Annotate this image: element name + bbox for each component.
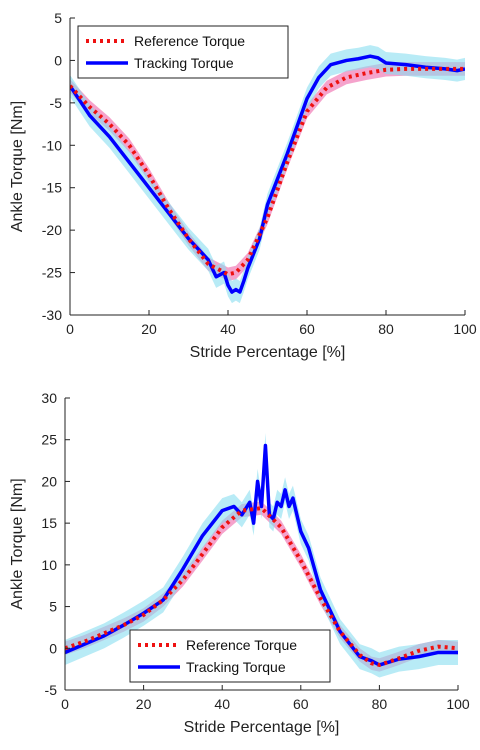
y-tick-label: 0 — [49, 640, 57, 656]
x-tick-label: 20 — [141, 321, 157, 337]
y-tick-label: -20 — [42, 222, 62, 238]
y-tick-label: -10 — [42, 137, 62, 153]
y-axis-label: Ankle Torque [Nm] — [9, 478, 26, 609]
series-band-tracking — [65, 433, 458, 678]
x-tick-label: 80 — [378, 321, 394, 337]
plot-area — [70, 45, 465, 304]
x-tick-label: 60 — [293, 696, 309, 712]
series-band-reference — [70, 62, 465, 282]
x-tick-label: 40 — [214, 696, 230, 712]
x-tick-label: 80 — [372, 696, 388, 712]
series-band-tracking — [70, 45, 465, 304]
y-tick-label: 30 — [41, 390, 57, 406]
y-tick-label: 20 — [41, 473, 57, 489]
x-tick-label: 100 — [453, 321, 477, 337]
y-tick-label: -5 — [45, 682, 58, 698]
y-tick-label: -15 — [42, 180, 62, 196]
legend-box — [77, 25, 289, 79]
plot-area — [65, 433, 458, 678]
legend-box — [129, 629, 331, 683]
x-tick-label: 0 — [61, 696, 69, 712]
y-tick-label: 25 — [41, 432, 57, 448]
legend-label-tracking: Tracking Torque — [186, 659, 286, 675]
y-tick-label: 5 — [54, 10, 62, 26]
legend-label-reference: Reference Torque — [186, 637, 297, 653]
y-axis-label: Ankle Torque [Nm] — [9, 101, 26, 232]
chart-1: 0 20 40 60 80 100 5 0 -5 -10 -15 -20 -25 -30 Stride Pe… — [9, 10, 477, 361]
legend-label-reference: Reference Torque — [134, 33, 245, 49]
legend: Reference Torque Tracking Torque — [129, 629, 331, 683]
x-tick-label: 20 — [136, 696, 152, 712]
legend-label-tracking: Tracking Torque — [134, 55, 234, 71]
y-tick-label: -25 — [42, 265, 62, 281]
x-axis-label: Stride Percentage [%] — [190, 344, 346, 361]
y-tick-label: 15 — [41, 515, 57, 531]
series-line-tracking — [70, 54, 465, 294]
y-tick-label: 5 — [49, 599, 57, 615]
x-tick-label: 0 — [66, 321, 74, 337]
legend: Reference Torque Tracking Torque — [77, 25, 289, 79]
y-tick-label: -5 — [50, 95, 63, 111]
x-axis-label: Stride Percentage [%] — [184, 719, 340, 736]
y-tick-label: 0 — [54, 52, 62, 68]
y-tick-label: 10 — [41, 557, 57, 573]
y-tick-label: -30 — [42, 307, 62, 323]
x-tick-label: 60 — [299, 321, 315, 337]
x-tick-label: 100 — [446, 696, 470, 712]
x-tick-label: 40 — [220, 321, 236, 337]
